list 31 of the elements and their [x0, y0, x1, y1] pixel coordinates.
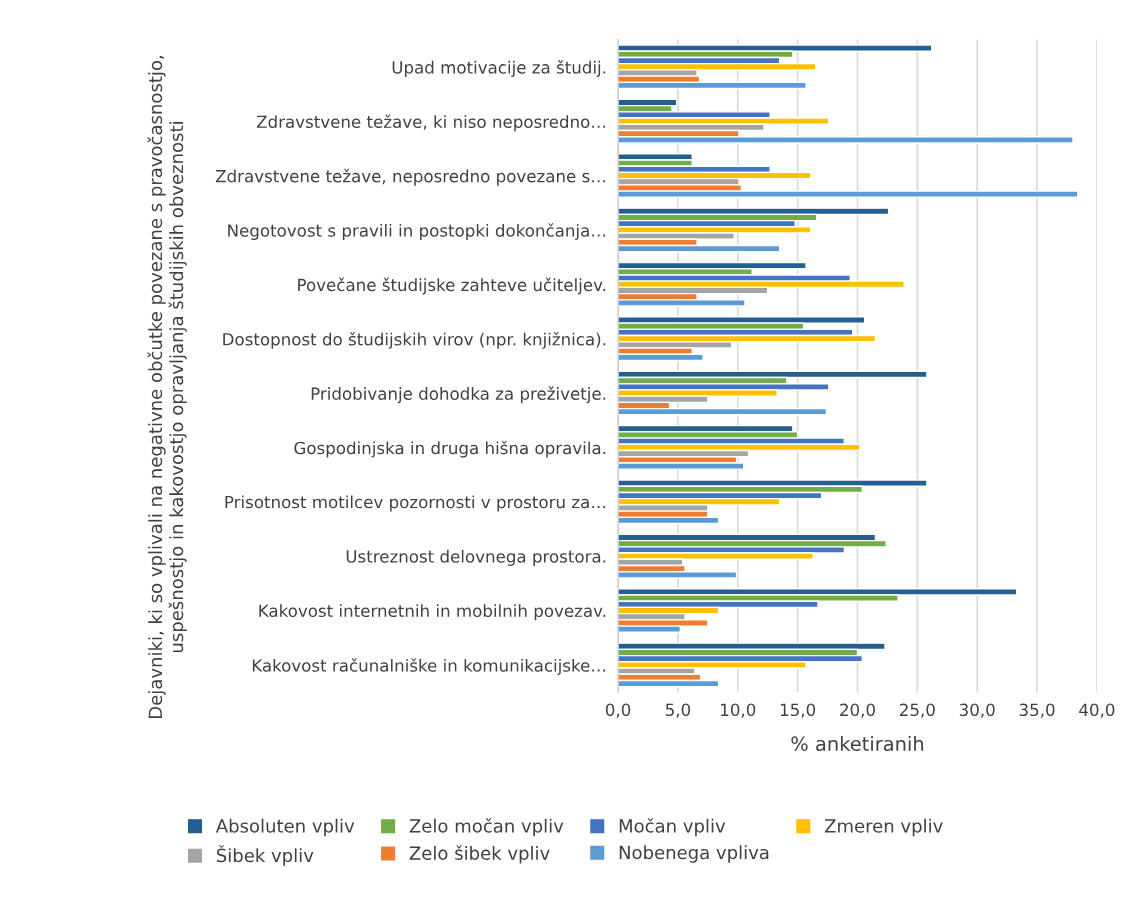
legend-label: Šibek vpliv	[216, 845, 314, 866]
x-tick-label: 25,0	[900, 703, 935, 718]
y-tick-label: Dostopnost do študijskih virov (npr. knjižnica).	[223, 332, 606, 349]
y-tick-label: Upad motivacije za študij.	[392, 60, 606, 77]
y-tick-label: Zdravstvene težave, ki niso neposredno…	[256, 114, 606, 132]
x-tick-label: 20,0	[840, 703, 875, 718]
x-axis-title: % anketiranih	[791, 736, 924, 752]
legend-label: Zelo šibek vpliv	[409, 845, 550, 864]
x-tick-label: 0,0	[605, 703, 631, 718]
bar	[618, 642, 886, 651]
x-tick-label: 10,0	[721, 703, 756, 718]
y-tick-label: Prisotnost motilcev pozornosti v prostoru za…	[225, 495, 606, 512]
legend-label: Zelo močan vpliv	[409, 818, 564, 837]
y-axis-title: Dejavniki, ki so vplivali na negativne občutke povezane s pravočasnostjo, uspešnostjo in kakovostjo opravljanja študijskih obveznosti	[147, 56, 187, 718]
x-tick-label: 40,0	[1079, 703, 1115, 718]
legend-label: Zmeren vpliv	[824, 818, 943, 837]
y-tick-label: Kakovost internetnih in mobilnih povezav.	[259, 604, 606, 621]
y-tick-label: Pridobivanje dohodka za preživetje.	[311, 386, 606, 404]
x-tick-label: 35,0	[1019, 703, 1055, 718]
x-tick-label: 5,0	[665, 703, 691, 718]
x-tick-label: 15,0	[780, 703, 816, 718]
legend-label: Absoluten vpliv	[215, 818, 355, 837]
legend-label: Nobenega vpliva	[619, 845, 769, 863]
y-tick-label: Ustreznost delovnega prostora.	[346, 549, 606, 566]
y-tick-label: Gospodinjska in druga hišna opravila.	[294, 440, 606, 458]
legend-label: Močan vpliv	[619, 818, 726, 837]
y-tick-label: Povečane študijske zahteve učiteljev.	[298, 277, 606, 295]
x-tick-label: 30,0	[959, 703, 995, 718]
y-tick-label: Negotovost s pravili in postopki dokončanja…	[228, 223, 606, 241]
y-tick-label: Zdravstvene težave, neposredno povezane s…	[215, 168, 606, 186]
y-tick-label: Kakovost računalniške in komunikacijske…	[252, 658, 606, 676]
